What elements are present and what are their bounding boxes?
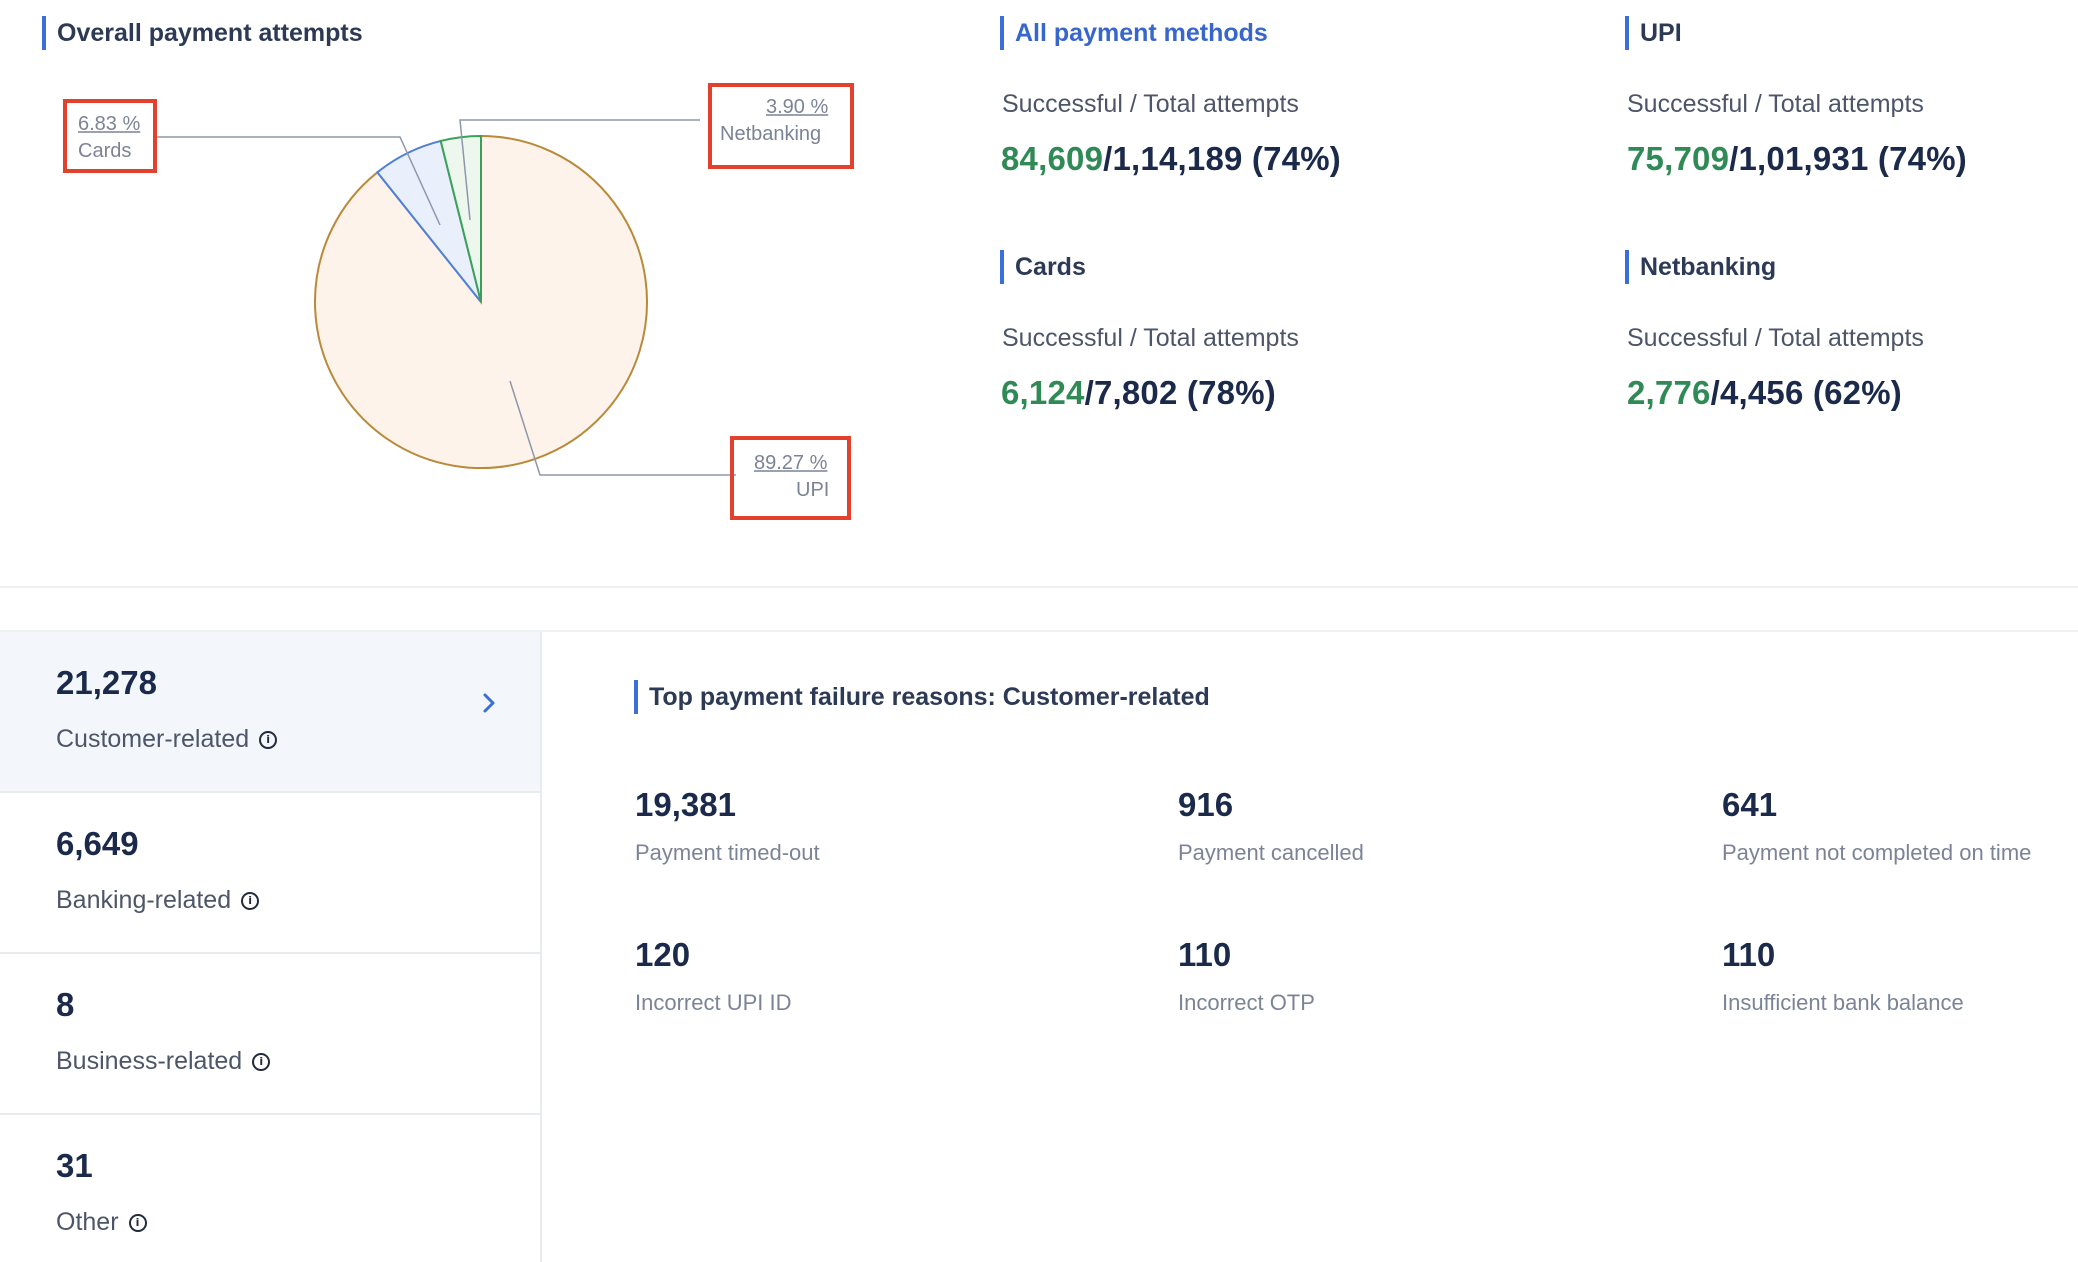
all-methods-total: /1,14,189 (74%) xyxy=(1103,140,1341,177)
category-customer-related[interactable]: 21,278 Customer-related i xyxy=(0,632,540,793)
cards-total: /7,802 (78%) xyxy=(1084,374,1276,411)
info-icon[interactable]: i xyxy=(128,1213,147,1232)
all-methods-sub: Successful / Total attempts xyxy=(1002,90,1299,118)
category-label: Other i xyxy=(56,1208,147,1237)
all-methods-success: 84,609 xyxy=(1001,140,1104,177)
cards-slice-label: Cards xyxy=(78,140,132,162)
category-label-text: Banking-related xyxy=(56,886,232,914)
netbanking-stat: 2,776/4,456 (62%) xyxy=(1627,374,1902,412)
category-count: 6,649 xyxy=(56,825,139,862)
leader-line-upi xyxy=(509,380,736,476)
netbanking-slice-label: Netbanking xyxy=(720,123,822,145)
panel-divider xyxy=(540,632,542,1262)
netbanking-success: 2,776 xyxy=(1627,374,1711,411)
category-label: Banking-related i xyxy=(56,886,260,915)
failure-count: 110 xyxy=(1178,936,1232,973)
failure-label: Incorrect UPI ID xyxy=(635,990,792,1015)
category-label-text: Business-related xyxy=(56,1047,243,1075)
failure-count: 120 xyxy=(635,936,691,973)
leader-line-netbanking xyxy=(459,119,700,221)
category-business-related[interactable]: 8 Business-related i xyxy=(0,954,540,1115)
cards-title: Cards xyxy=(1000,250,1086,284)
netbanking-total: /4,456 (62%) xyxy=(1710,374,1902,411)
netbanking-title: Netbanking xyxy=(1625,250,1776,284)
failure-label: Incorrect OTP xyxy=(1178,990,1315,1015)
upi-label-box xyxy=(730,436,851,520)
category-banking-related[interactable]: 6,649 Banking-related i xyxy=(0,793,540,954)
upi-success: 75,709 xyxy=(1627,140,1730,177)
chevron-right-icon[interactable] xyxy=(476,690,502,716)
failure-count: 916 xyxy=(1178,786,1234,823)
failure-label: Payment not completed on time xyxy=(1722,840,2032,865)
netbanking-label-box xyxy=(708,83,854,169)
overall-title: Overall payment attempts xyxy=(42,16,363,50)
pie-slice-netbanking[interactable] xyxy=(439,134,482,303)
category-other[interactable]: 31 Other i xyxy=(0,1115,540,1262)
cards-success: 6,124 xyxy=(1001,374,1085,411)
all-methods-stat: 84,609/1,14,189 (74%) xyxy=(1001,140,1341,178)
netbanking-sub: Successful / Total attempts xyxy=(1627,324,1924,352)
cards-stat: 6,124/7,802 (78%) xyxy=(1001,374,1276,412)
all-methods-title[interactable]: All payment methods xyxy=(1000,16,1268,50)
upi-title: UPI xyxy=(1625,16,1682,50)
leader-line-cards xyxy=(157,136,441,226)
info-icon[interactable]: i xyxy=(259,730,278,749)
upi-percent: 89.27 % xyxy=(754,452,828,474)
cards-percent: 6.83 % xyxy=(78,113,141,135)
info-icon[interactable]: i xyxy=(241,891,260,910)
failure-label: Insufficient bank balance xyxy=(1722,990,1964,1015)
failure-label: Payment cancelled xyxy=(1178,840,1364,865)
category-count: 31 xyxy=(56,1147,93,1184)
category-label: Customer-related i xyxy=(56,725,278,754)
category-label: Business-related i xyxy=(56,1047,271,1076)
upi-slice-label: UPI xyxy=(796,479,830,501)
failure-count: 641 xyxy=(1722,786,1778,823)
netbanking-percent: 3.90 % xyxy=(766,96,829,118)
info-icon[interactable]: i xyxy=(252,1052,271,1071)
upi-sub: Successful / Total attempts xyxy=(1627,90,1924,118)
cards-sub: Successful / Total attempts xyxy=(1002,324,1299,352)
failure-count: 110 xyxy=(1722,936,1776,973)
panel-top-border xyxy=(0,630,2078,632)
upi-stat: 75,709/1,01,931 (74%) xyxy=(1627,140,1967,178)
category-label-text: Other xyxy=(56,1208,119,1236)
section-divider xyxy=(0,586,2078,588)
category-count: 21,278 xyxy=(56,664,157,701)
failure-reasons-title: Top payment failure reasons: Customer-re… xyxy=(634,680,1210,714)
category-label-text: Customer-related xyxy=(56,725,250,753)
failure-label: Payment timed-out xyxy=(635,840,820,865)
category-count: 8 xyxy=(56,986,75,1023)
cards-label-box xyxy=(63,99,157,173)
upi-total: /1,01,931 (74%) xyxy=(1729,140,1967,177)
failure-count: 19,381 xyxy=(635,786,736,823)
payment-pie-chart xyxy=(157,119,736,476)
